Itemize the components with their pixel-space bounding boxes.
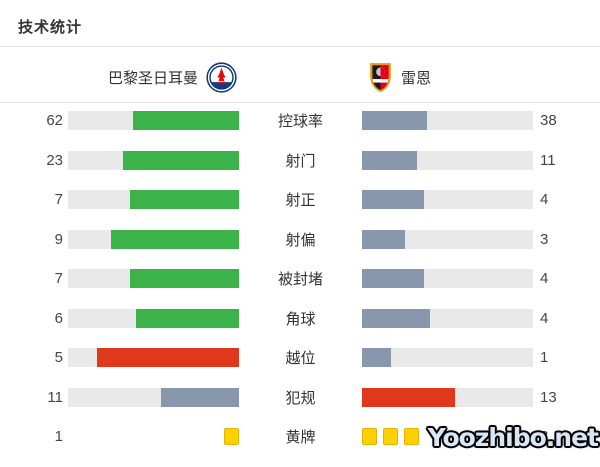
away-value: 3 xyxy=(540,428,549,445)
stat-label: 被封堵 xyxy=(277,271,323,288)
home-bar-track xyxy=(68,190,239,209)
home-bar-fill xyxy=(96,348,239,367)
rennes-crest-icon xyxy=(370,63,391,92)
home-team: 巴黎圣日耳曼 xyxy=(108,58,237,96)
stat-row: 23 射门 11 xyxy=(0,150,600,170)
away-value: 38 xyxy=(540,112,557,129)
home-bar-track xyxy=(68,229,239,249)
home-bar-fill xyxy=(160,387,239,407)
away-bar-fill xyxy=(362,150,418,170)
divider-top xyxy=(0,46,600,47)
home-bar-track xyxy=(68,387,239,407)
stat-row: 5 越位 1 xyxy=(0,348,600,367)
yellow-card-icon xyxy=(362,428,377,445)
home-bar-track xyxy=(68,111,239,130)
stat-label: 射偏 xyxy=(285,231,316,249)
away-bar-fill xyxy=(362,348,391,367)
home-team-name: 巴黎圣日耳曼 xyxy=(107,69,198,87)
away-bar-fill xyxy=(362,229,405,249)
away-bar-fill xyxy=(362,308,431,328)
stat-row: 7 被封堵 4 xyxy=(0,269,600,288)
home-bar-track xyxy=(68,150,239,170)
home-bar-fill xyxy=(136,308,239,328)
home-value: 7 xyxy=(54,191,63,208)
away-bar-track xyxy=(362,427,533,446)
home-value: 11 xyxy=(47,388,63,406)
home-value: 5 xyxy=(54,349,63,366)
psg-crest-icon xyxy=(206,61,237,93)
home-bar-track xyxy=(68,348,239,367)
home-bar-fill xyxy=(130,269,239,288)
away-value: 11 xyxy=(540,151,556,169)
page-title: 技术统计 xyxy=(18,19,83,36)
stat-row: 9 射偏 3 xyxy=(0,229,600,249)
away-value: 3 xyxy=(540,230,549,248)
away-value: 13 xyxy=(540,388,557,406)
stat-label: 越位 xyxy=(285,350,316,367)
divider-header xyxy=(0,102,600,103)
away-bar-track xyxy=(362,269,533,288)
away-bar-fill xyxy=(362,190,425,209)
away-bar-fill xyxy=(362,269,425,288)
home-value: 6 xyxy=(54,309,63,327)
home-bar-fill xyxy=(130,190,239,209)
team-header: 巴黎圣日耳曼 雷恩 xyxy=(0,58,600,96)
away-bar-fill xyxy=(362,111,427,130)
away-bar-track xyxy=(362,387,533,407)
away-value: 4 xyxy=(540,270,549,287)
stats-table: 62 控球率 38 23 射门 11 7 射正 4 9 xyxy=(0,111,600,467)
stat-label: 角球 xyxy=(285,310,316,328)
home-bar-fill xyxy=(123,150,239,170)
yellow-card-icon xyxy=(224,428,239,445)
away-value: 1 xyxy=(540,349,549,366)
home-bar-fill xyxy=(110,229,239,249)
stat-label: 射门 xyxy=(285,152,316,170)
home-value: 1 xyxy=(54,428,63,445)
stat-row: 1 黄牌 3 xyxy=(0,427,600,446)
home-bar-fill xyxy=(132,111,239,130)
stat-label: 射正 xyxy=(285,192,316,209)
away-value: 4 xyxy=(540,309,549,327)
stat-row: 62 控球率 38 xyxy=(0,111,600,130)
away-bar-track xyxy=(362,150,533,170)
watermark: Yoozhibo.net xyxy=(427,423,599,452)
away-bar-track xyxy=(362,229,533,249)
away-team: 雷恩 xyxy=(368,58,431,96)
away-bar-fill xyxy=(362,387,455,407)
home-value: 62 xyxy=(46,112,63,129)
away-value: 4 xyxy=(540,191,549,208)
home-value: 9 xyxy=(54,230,63,248)
stat-row: 6 角球 4 xyxy=(0,308,600,328)
away-bar-track xyxy=(362,190,533,209)
stat-label: 控球率 xyxy=(277,113,323,130)
home-bar-track xyxy=(68,269,239,288)
away-bar-track xyxy=(362,308,533,328)
yellow-card-icon xyxy=(383,428,398,445)
stat-row: 7 射正 4 xyxy=(0,190,600,209)
home-value: 23 xyxy=(46,151,63,169)
away-team-name: 雷恩 xyxy=(401,69,432,87)
stat-row: 11 犯规 13 xyxy=(0,387,600,407)
away-bar-track xyxy=(362,348,533,367)
away-bar-track xyxy=(362,111,533,130)
home-value: 7 xyxy=(54,270,63,287)
stat-label: 犯规 xyxy=(285,389,316,407)
home-bar-track xyxy=(68,308,239,328)
home-bar-track xyxy=(68,427,239,446)
yellow-card-icon xyxy=(404,428,419,445)
stat-label: 黄牌 xyxy=(285,429,316,446)
